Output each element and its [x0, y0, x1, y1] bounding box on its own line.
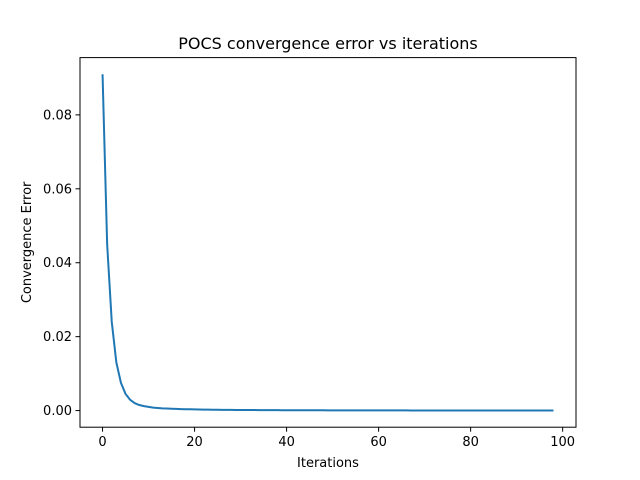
y-tick-label: 0.08	[43, 108, 72, 123]
x-tick-label: 40	[278, 435, 295, 450]
x-tick-label: 60	[370, 435, 387, 450]
x-tick-label: 100	[550, 435, 575, 450]
plot-area-frame	[79, 57, 577, 428]
x-tick-label: 20	[186, 435, 203, 450]
y-axis-label: Convergence Error	[20, 181, 35, 303]
convergence-error-line	[101, 74, 554, 412]
x-tick-label: 80	[462, 435, 479, 450]
y-tick-label: 0.00	[43, 404, 72, 419]
x-axis-label: Iterations	[297, 456, 359, 471]
chart-title: POCS convergence error vs iterations	[178, 34, 478, 53]
x-tick-label: 0	[98, 435, 106, 450]
y-tick-label: 0.06	[43, 182, 72, 197]
y-tick-label: 0.04	[43, 256, 72, 271]
y-tick-label: 0.02	[43, 330, 72, 345]
